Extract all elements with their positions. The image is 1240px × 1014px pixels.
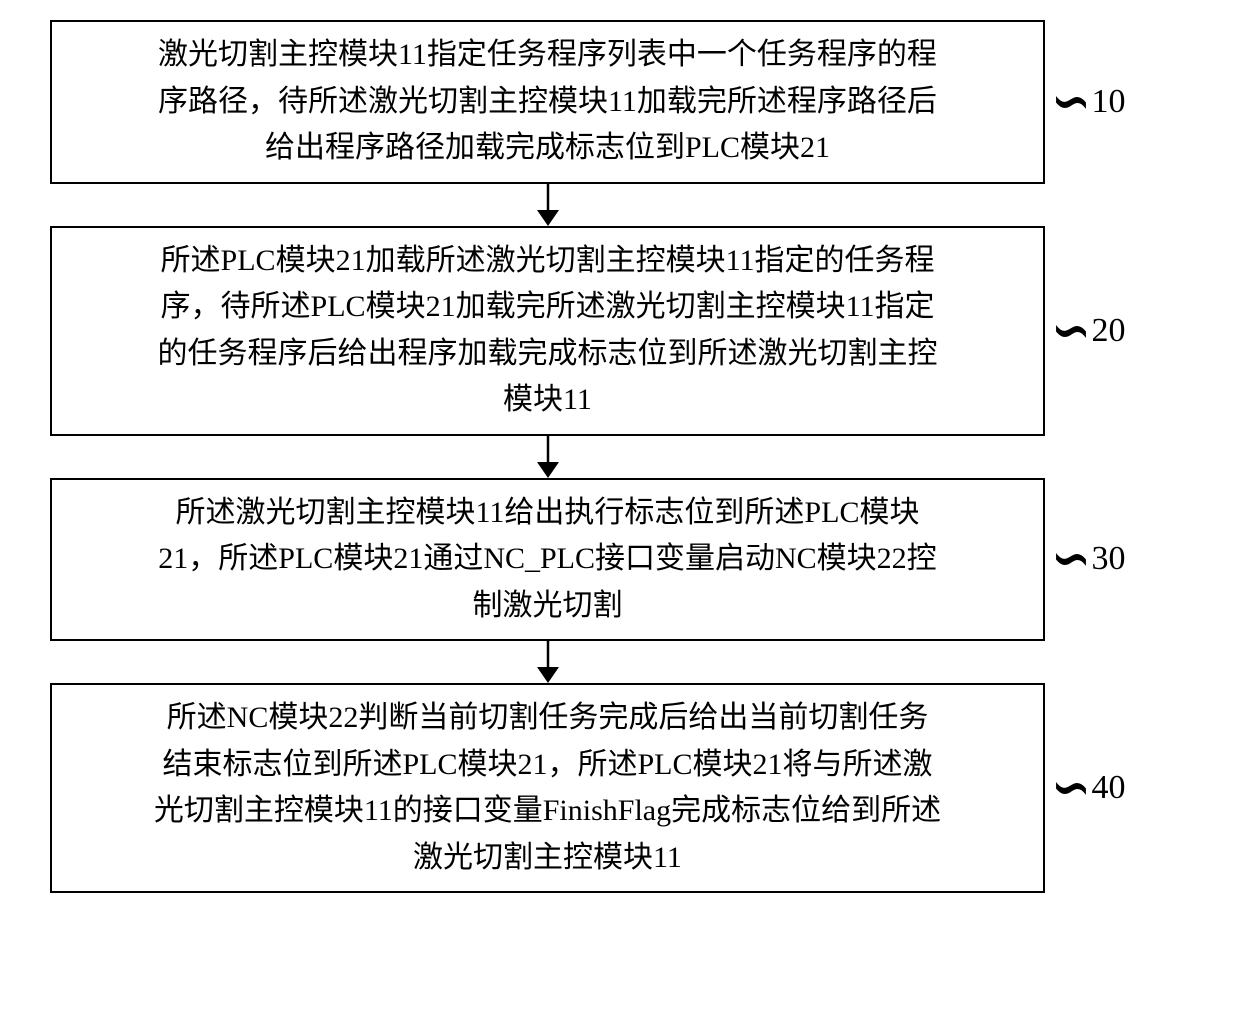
step-number-label: 10 xyxy=(1092,83,1126,121)
flow-arrow xyxy=(537,641,559,683)
step-label-col: ∽30 xyxy=(1045,539,1190,579)
flow-step-line: 所述PLC模块21加载所述激光切割主控模块11指定的任务程 xyxy=(70,238,1025,285)
connector-tilde-icon: ∽ xyxy=(1051,744,1088,832)
flow-step-row: 所述NC模块22判断当前切割任务完成后给出当前切割任务结束标志位到所述PLC模块… xyxy=(50,683,1190,893)
flow-step-line: 制激光切割 xyxy=(70,583,1025,630)
flow-step-box: 激光切割主控模块11指定任务程序列表中一个任务程序的程序路径，待所述激光切割主控… xyxy=(50,20,1045,184)
flow-step-line: 激光切割主控模块11 xyxy=(70,835,1025,882)
flow-step-line: 序，待所述PLC模块21加载完所述激光切割主控模块11指定 xyxy=(70,284,1025,331)
flow-step-line: 光切割主控模块11的接口变量FinishFlag完成标志位给到所述 xyxy=(70,788,1025,835)
flow-step-line: 21，所述PLC模块21通过NC_PLC接口变量启动NC模块22控 xyxy=(70,536,1025,583)
flow-step-line: 所述激光切割主控模块11给出执行标志位到所述PLC模块 xyxy=(70,490,1025,537)
step-label-col: ∽40 xyxy=(1045,768,1190,808)
step-number-label: 30 xyxy=(1092,540,1126,578)
flow-step-line: 所述NC模块22判断当前切割任务完成后给出当前切割任务 xyxy=(70,695,1025,742)
connector-tilde-icon: ∽ xyxy=(1051,58,1088,146)
flow-arrow xyxy=(537,436,559,478)
connector-tilde-icon: ∽ xyxy=(1051,287,1088,375)
flow-step-row: 所述PLC模块21加载所述激光切割主控模块11指定的任务程序，待所述PLC模块2… xyxy=(50,226,1190,436)
flow-step-row: 激光切割主控模块11指定任务程序列表中一个任务程序的程序路径，待所述激光切割主控… xyxy=(50,20,1190,184)
step-number-label: 20 xyxy=(1092,312,1126,350)
step-label-col: ∽10 xyxy=(1045,82,1190,122)
flow-step-box: 所述激光切割主控模块11给出执行标志位到所述PLC模块21，所述PLC模块21通… xyxy=(50,478,1045,642)
flow-step-line: 的任务程序后给出程序加载完成标志位到所述激光切割主控 xyxy=(70,331,1025,378)
flow-step-box: 所述NC模块22判断当前切割任务完成后给出当前切割任务结束标志位到所述PLC模块… xyxy=(50,683,1045,893)
flow-step-line: 序路径，待所述激光切割主控模块11加载完所述程序路径后 xyxy=(70,79,1025,126)
flow-step-line: 激光切割主控模块11指定任务程序列表中一个任务程序的程 xyxy=(70,32,1025,79)
flow-step-box: 所述PLC模块21加载所述激光切割主控模块11指定的任务程序，待所述PLC模块2… xyxy=(50,226,1045,436)
flow-step-line: 结束标志位到所述PLC模块21，所述PLC模块21将与所述激 xyxy=(70,742,1025,789)
flow-step-line: 模块11 xyxy=(70,377,1025,424)
step-number-label: 40 xyxy=(1092,769,1126,807)
flow-step-row: 所述激光切割主控模块11给出执行标志位到所述PLC模块21，所述PLC模块21通… xyxy=(50,478,1190,642)
flow-arrow xyxy=(537,184,559,226)
flow-step-line: 给出程序路径加载完成标志位到PLC模块21 xyxy=(70,125,1025,172)
step-label-col: ∽20 xyxy=(1045,311,1190,351)
connector-tilde-icon: ∽ xyxy=(1051,515,1088,603)
